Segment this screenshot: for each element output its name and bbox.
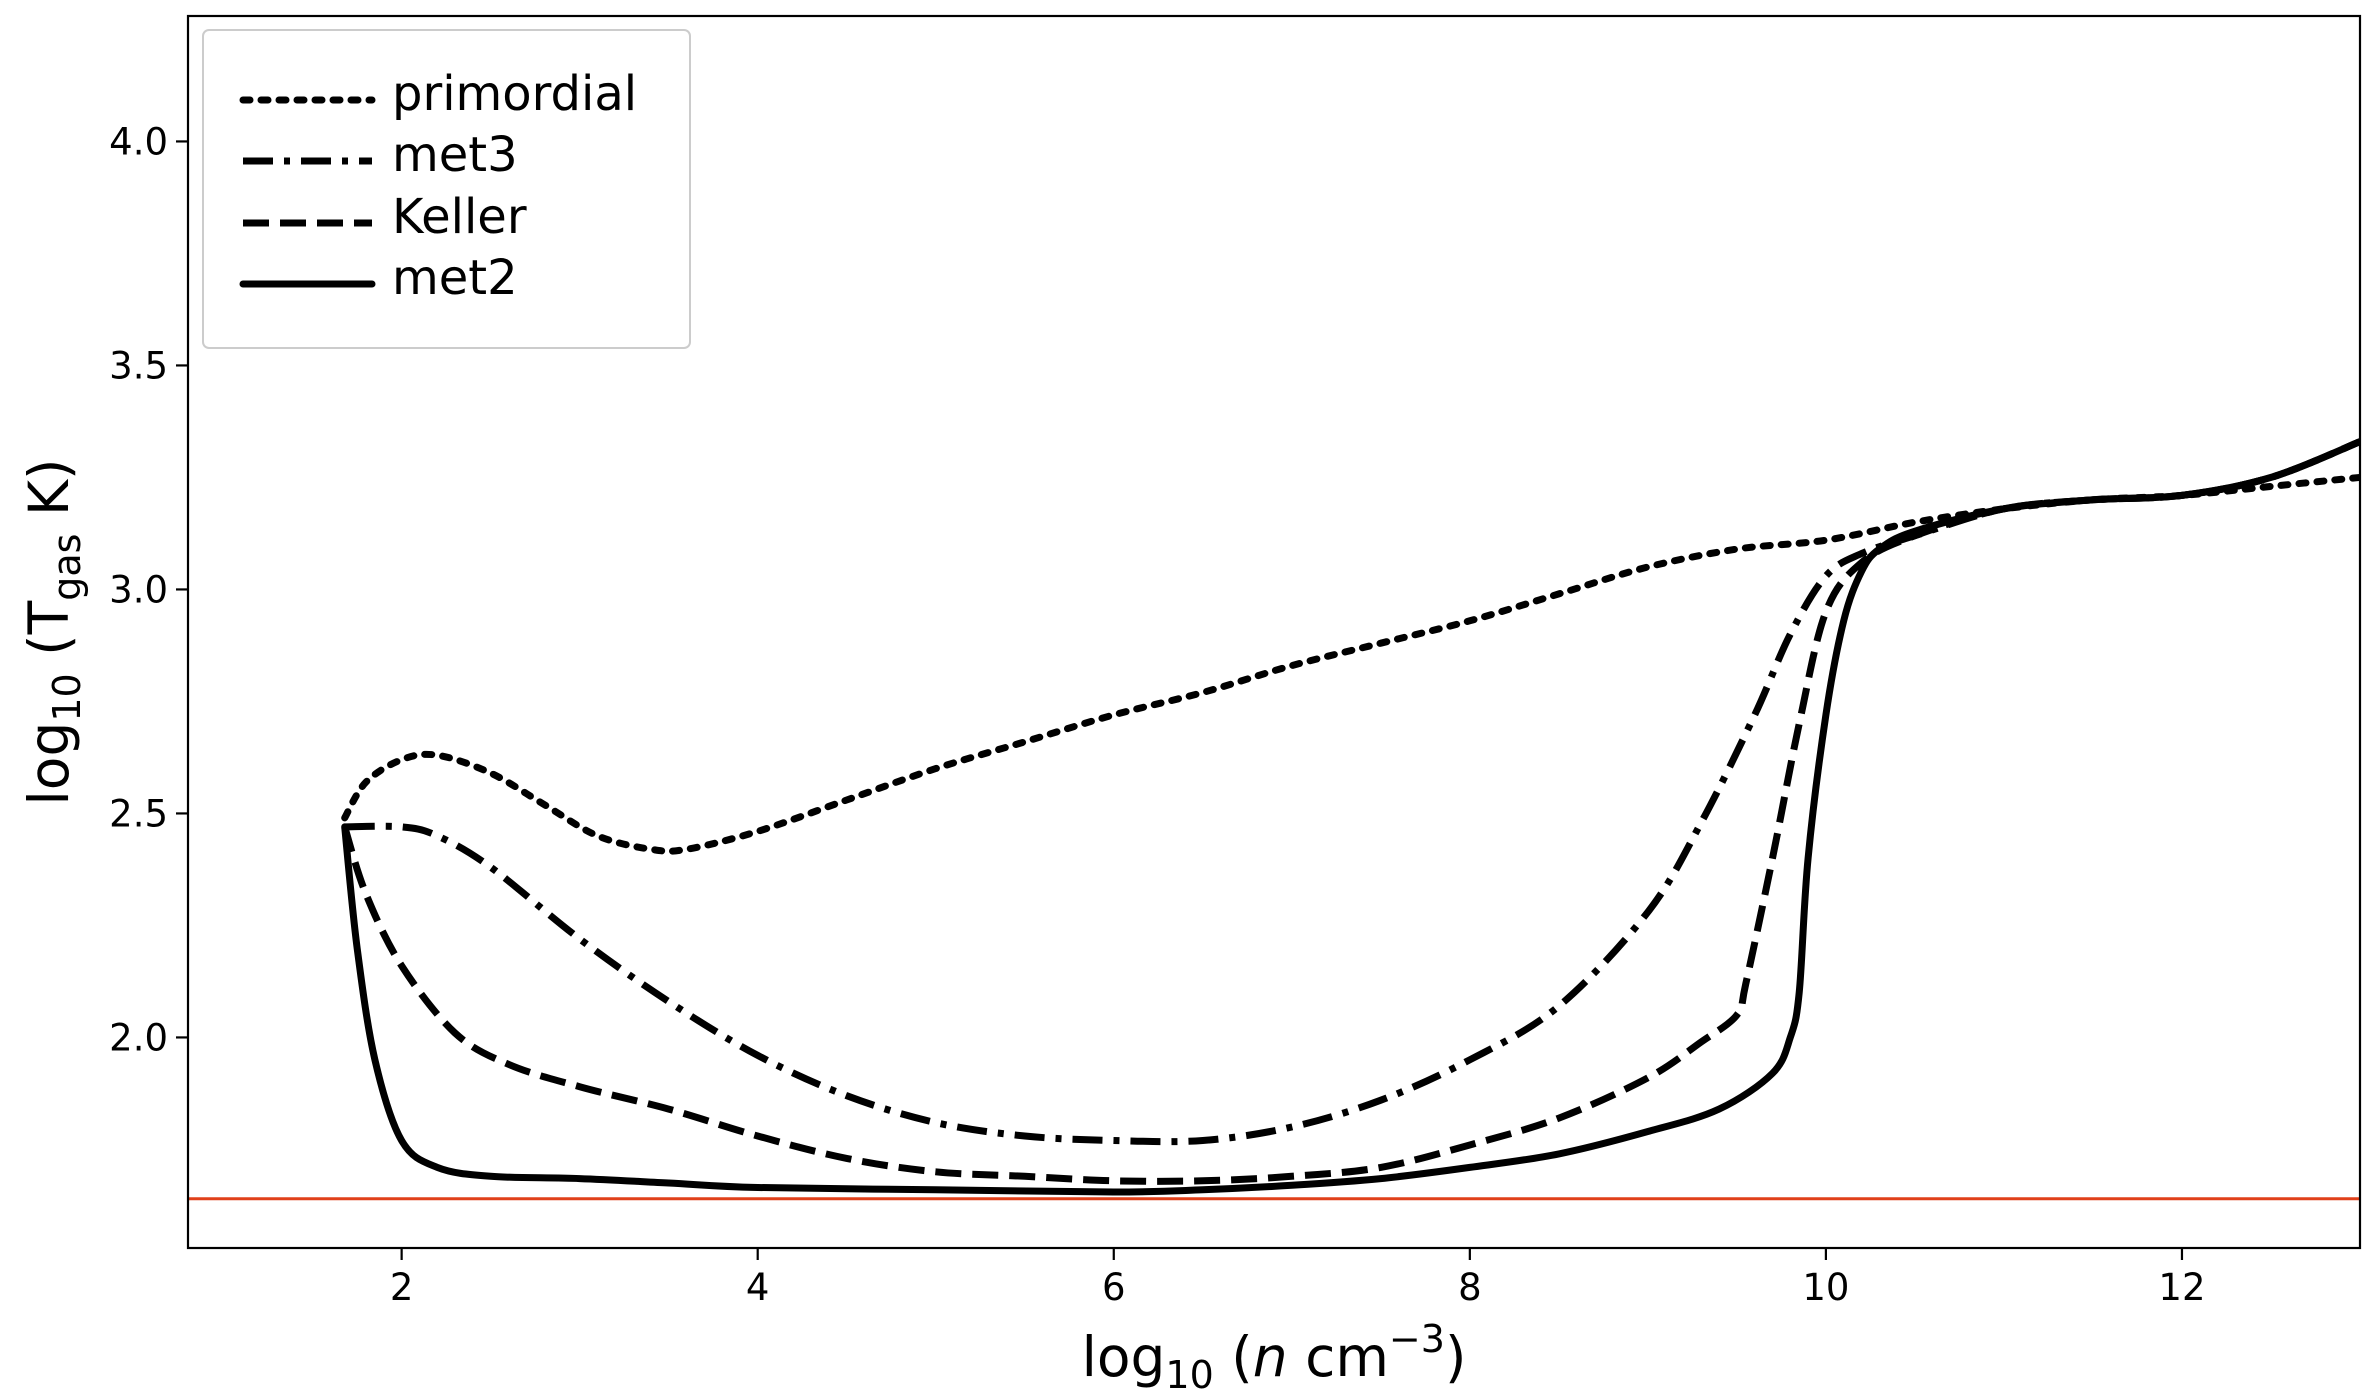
y-axis: 2.0 2.5 3.0 3.5 4.0: [109, 120, 188, 1059]
x-tick-label-4: 4: [746, 1266, 770, 1309]
y-axis-title: log10 (Tgas K): [17, 459, 89, 806]
x-tick-label-2: 2: [390, 1266, 414, 1309]
x-tick-label-10: 10: [1802, 1266, 1849, 1309]
y-tick-label-3-5: 3.5: [109, 344, 168, 387]
legend-label-met3: met3: [392, 127, 518, 183]
plot-frame: [186, 14, 2362, 1250]
x-axis-title: log10 (n cm−3): [1082, 1317, 1467, 1396]
legend: primordial met3 Keller met2: [202, 29, 691, 349]
y-tick-label-2: 2.0: [109, 1016, 168, 1059]
legend-box: [202, 29, 691, 349]
legend-label-keller: Keller: [392, 189, 527, 245]
series-layer: [188, 438, 2360, 1201]
y-tick-label-4: 4.0: [109, 120, 168, 163]
x-tick-label-6: 6: [1102, 1266, 1126, 1309]
x-tick-label-12: 12: [2158, 1266, 2205, 1309]
y-tick-label-2-5: 2.5: [109, 792, 168, 835]
y-tick-label-3: 3.0: [109, 568, 168, 611]
series-line-met2: [341, 438, 2360, 1196]
x-tick-label-8: 8: [1458, 1266, 1482, 1309]
x-axis: 2 4 6 8 10 12: [390, 1248, 2206, 1309]
legend-label-primordial: primordial: [392, 66, 637, 122]
legend-label-met2: met2: [392, 250, 518, 306]
series-line-keller: [341, 438, 2360, 1185]
